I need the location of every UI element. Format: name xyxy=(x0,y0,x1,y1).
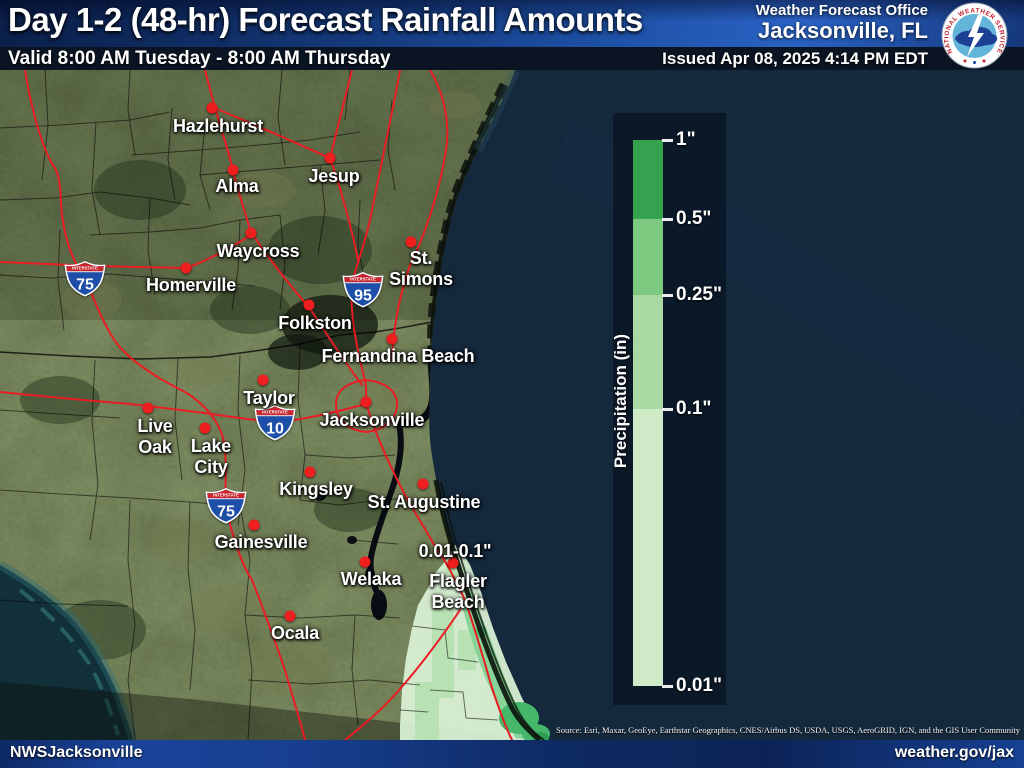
legend-tick xyxy=(662,139,673,142)
office-name: Weather Forecast Office xyxy=(755,2,928,19)
city-marker-taylor xyxy=(257,374,269,386)
office-location: Jacksonville, FL xyxy=(758,17,928,43)
forecast-map: INTERSTATE 75 INTERSTATE 95 INTERSTATE 1… xyxy=(0,70,1024,740)
interstate-95-shield: INTERSTATE 95 xyxy=(342,272,384,308)
city-marker-alma xyxy=(227,164,239,176)
city-marker-homerville xyxy=(180,262,192,274)
title-bar xyxy=(0,0,1024,47)
city-marker-flagler-beach xyxy=(447,557,459,569)
city-marker-hazlehurst xyxy=(206,102,218,114)
city-marker-welaka xyxy=(359,556,371,568)
valid-bar xyxy=(0,47,1024,70)
footer-website-url: weather.gov/jax xyxy=(894,744,1014,761)
legend-tick-label-01: 0.1" xyxy=(676,398,712,419)
city-marker-folkston xyxy=(303,299,315,311)
page-title: Day 1-2 (48-hr) Forecast Rainfall Amount… xyxy=(8,1,643,38)
coastline xyxy=(433,479,542,740)
footer-social-handle: NWSJacksonville xyxy=(10,744,143,761)
svg-text:95: 95 xyxy=(354,288,372,305)
source-attribution: Source: Esri, Maxar, GeoEye, Earthstar G… xyxy=(555,725,1020,735)
legend-tick-label-001: 0.01" xyxy=(676,675,722,696)
legend-segment-1 xyxy=(633,140,663,219)
county-boundaries xyxy=(0,70,499,740)
city-marker-fernandina-beach xyxy=(386,333,398,345)
footer-bar xyxy=(0,740,1024,768)
svg-text:INTERSTATE: INTERSTATE xyxy=(72,266,98,271)
legend-colorbar xyxy=(633,140,663,686)
svg-text:INTERSTATE: INTERSTATE xyxy=(213,493,239,498)
legend-tick xyxy=(662,408,673,411)
city-marker-st-simons xyxy=(405,236,417,248)
svg-text:INTERSTATE: INTERSTATE xyxy=(262,410,288,415)
legend-tick-label-1: 1" xyxy=(676,129,696,150)
city-marker-jesup xyxy=(324,152,336,164)
legend-segment-4 xyxy=(633,409,663,686)
city-marker-st-augustine xyxy=(417,478,429,490)
nws-logo-icon: NATIONAL WEATHER SERVICE xyxy=(941,2,1008,69)
issued-timestamp: Issued Apr 08, 2025 4:14 PM EDT xyxy=(662,49,928,68)
svg-text:INTERSTATE: INTERSTATE xyxy=(350,277,376,282)
svg-text:10: 10 xyxy=(266,421,284,438)
state-boundary xyxy=(0,321,433,360)
legend-tick xyxy=(662,294,673,297)
interstate-75-shield-north: INTERSTATE 75 xyxy=(64,261,106,297)
city-marker-jacksonville xyxy=(360,396,372,408)
city-marker-live-oak xyxy=(142,402,154,414)
legend-segment-2 xyxy=(633,219,663,295)
legend-axis-label: Precipitation (in) xyxy=(611,333,630,469)
legend-tick xyxy=(662,685,673,688)
city-marker-gainesville xyxy=(248,519,260,531)
city-marker-lake-city xyxy=(199,422,211,434)
svg-text:75: 75 xyxy=(217,504,235,521)
interstate-75-shield-south: INTERSTATE 75 xyxy=(205,488,247,524)
legend-segment-3 xyxy=(633,295,663,409)
city-marker-ocala xyxy=(284,610,296,622)
legend-tick-label-05: 0.5" xyxy=(676,208,712,229)
legend-tick-label-025: 0.25" xyxy=(676,284,722,305)
valid-period: Valid 8:00 AM Tuesday - 8:00 AM Thursday xyxy=(8,48,391,69)
basemap-graphics xyxy=(0,70,1024,740)
office-block: Weather Forecast Office Jacksonville, FL xyxy=(756,3,928,42)
legend-tick xyxy=(662,218,673,221)
legend-panel: 1" 0.5" 0.25" 0.1" 0.01" Precipitation (… xyxy=(611,113,726,705)
city-marker-waycross xyxy=(245,227,257,239)
city-marker-kingsley xyxy=(304,466,316,478)
svg-text:75: 75 xyxy=(76,277,94,294)
interstate-10-shield: INTERSTATE 10 xyxy=(254,405,296,441)
